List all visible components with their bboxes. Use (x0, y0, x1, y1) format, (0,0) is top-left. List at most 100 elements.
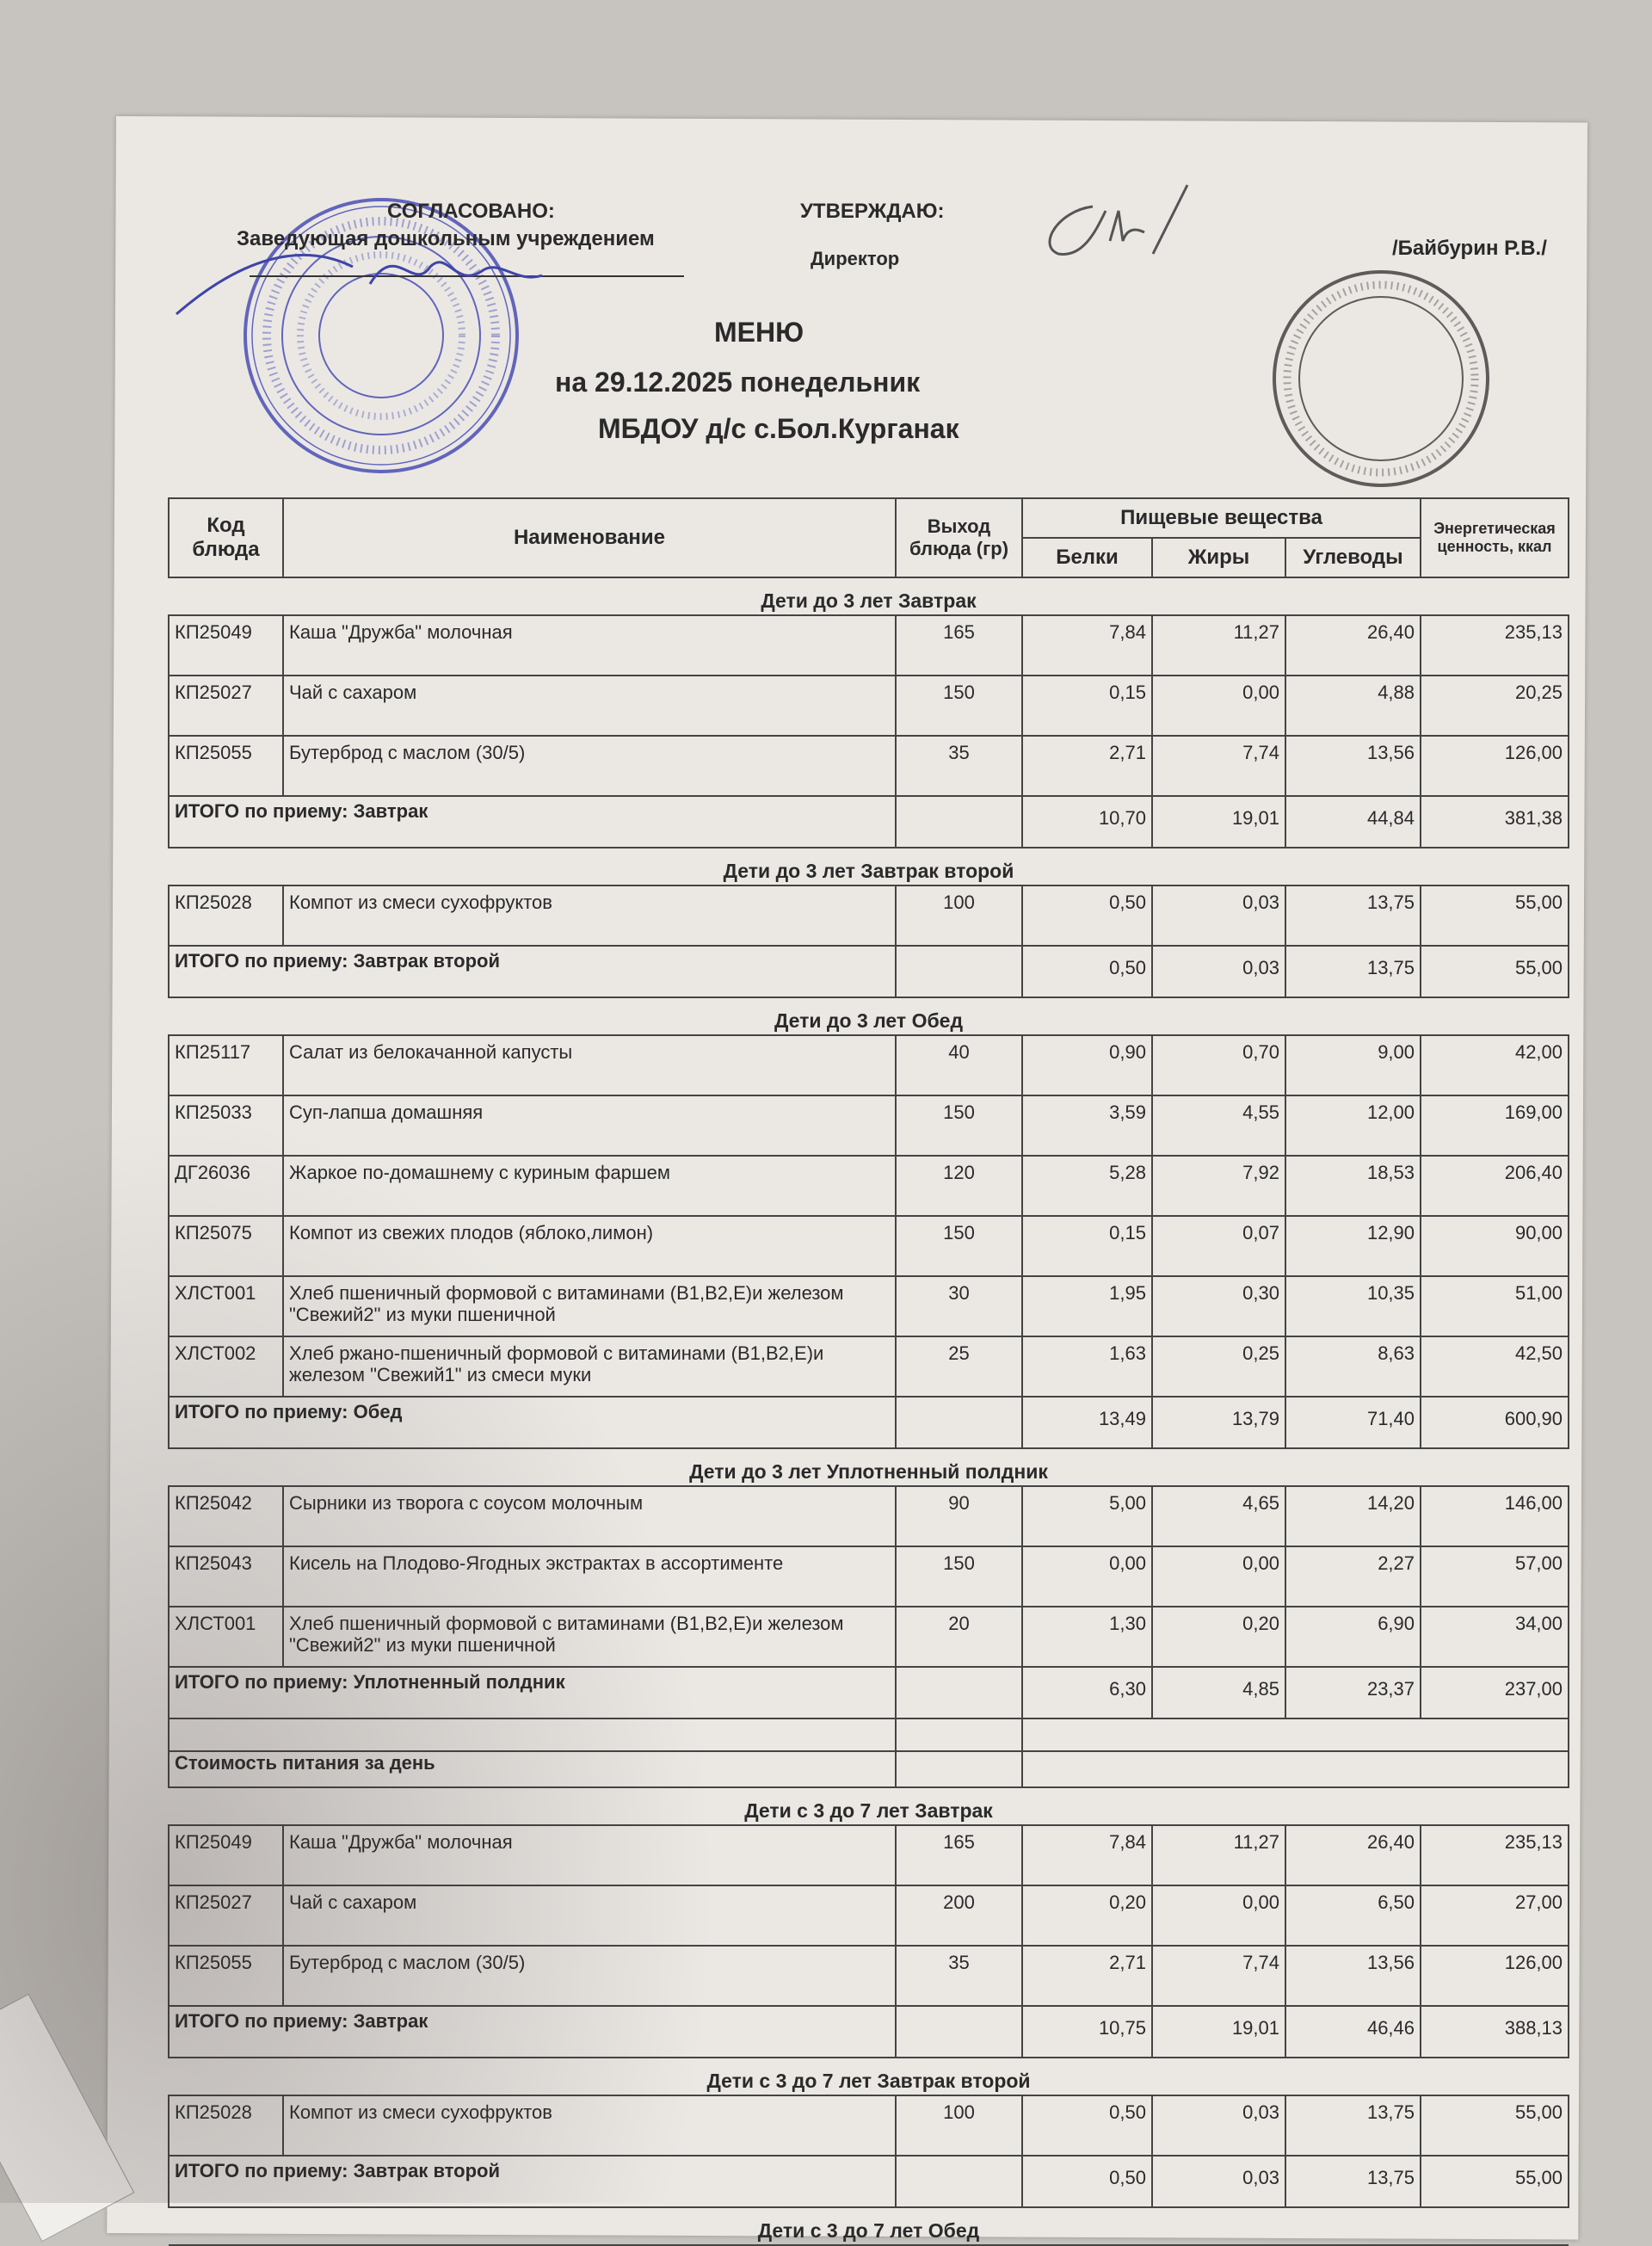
dish-code: КП25075 (168, 1215, 284, 1277)
dish-carbs: 2,27 (1284, 1546, 1422, 1607)
dish-energy: 126,00 (1420, 735, 1570, 797)
daily-cost-row: Стоимость питания за день (168, 1750, 1570, 1788)
dish-protein: 5,28 (1021, 1155, 1153, 1217)
dish-code: ХЛСТ002 (168, 1336, 284, 1398)
daily-cost-label: Стоимость питания за день (168, 1750, 897, 1788)
table-row: КП25055 Бутерброд с маслом (30/5) 35 2,71 7,… (168, 735, 1570, 797)
handwritten-signature-left (176, 253, 543, 316)
institution-name: МБДОУ д/с с.Бол.Курганак (598, 413, 959, 444)
dish-output: 150 (895, 1095, 1023, 1157)
dish-protein: 2,71 (1021, 1945, 1153, 2007)
total-fat: 19,01 (1151, 2005, 1286, 2058)
table-row: КП25117 Салат из белокачанной капусты 40 0,… (168, 1034, 1570, 1096)
dish-carbs: 6,90 (1284, 1606, 1422, 1668)
header-name: Наименование (282, 497, 897, 578)
dish-energy: 90,00 (1420, 1215, 1570, 1277)
section-title-row: Дети с 3 до 7 лет Завтрак (169, 1786, 1569, 1826)
dish-fat: 7,74 (1151, 735, 1286, 797)
total-row: ИТОГО по приему: Завтрак второй 0,50 0,03 1… (168, 945, 1570, 998)
menu-table: Код блюда Наименование Выход блюда (гр) … (168, 497, 1570, 2246)
dish-fat: 11,27 (1151, 1824, 1286, 1886)
dish-name: Чай с сахаром (282, 675, 897, 737)
table-row: ХЛСТ001 Хлеб пшеничный формовой с витамин… (168, 1275, 1570, 1337)
dish-carbs: 13,75 (1284, 885, 1422, 947)
dish-code: КП25043 (168, 1546, 284, 1607)
dish-energy: 206,40 (1420, 1155, 1570, 1217)
table-row: КП25055 Бутерброд с маслом (30/5) 35 2,71 7,… (168, 1945, 1570, 2007)
table-row: КП25028 Компот из смеси сухофруктов 100 0,5… (168, 2095, 1570, 2157)
table-row: ХЛСТ001 Хлеб пшеничный формовой с витамин… (168, 1606, 1570, 1668)
total-label: ИТОГО по приему: Завтрак второй (168, 945, 897, 998)
dish-energy: 169,00 (1420, 1095, 1570, 1157)
section-title-row: Дети до 3 лет Завтрак (169, 577, 1569, 616)
total-energy: 388,13 (1420, 2005, 1570, 2058)
table-row: ДГ26036 Жаркое по-домашнему с куриным фар… (168, 1155, 1570, 1217)
dish-fat: 0,03 (1151, 885, 1286, 947)
total-protein: 10,75 (1021, 2005, 1153, 2058)
table-row: КП25027 Чай с сахаром 200 0,20 0,00 6,50 27,00 (168, 1885, 1570, 1947)
header-energy: Энергетическая ценность, ккал (1420, 497, 1570, 578)
dish-code: ХЛСТ001 (168, 1275, 284, 1337)
dish-protein: 5,00 (1021, 1485, 1153, 1547)
dish-fat: 7,92 (1151, 1155, 1286, 1217)
dish-protein: 3,59 (1021, 1095, 1153, 1157)
dish-name: Суп-лапша домашняя (282, 1095, 897, 1157)
dish-carbs: 13,56 (1284, 1945, 1422, 2007)
section-title: Дети с 3 до 7 лет Обед (169, 2206, 1569, 2246)
dish-carbs: 26,40 (1284, 614, 1422, 676)
dish-protein: 1,95 (1021, 1275, 1153, 1337)
dish-energy: 55,00 (1420, 2095, 1570, 2157)
approved-left-role: Заведующая дошкольным учреждением (237, 227, 655, 250)
dish-output: 200 (895, 1885, 1023, 1947)
dish-energy: 55,00 (1420, 885, 1570, 947)
dish-energy: 42,00 (1420, 1034, 1570, 1096)
dish-code: КП25117 (168, 1034, 284, 1096)
dish-output: 25 (895, 1336, 1023, 1398)
menu-table-body: Дети до 3 лет Завтрак КП25049 Каша "Дружба… (168, 577, 1570, 2246)
approved-right-name: /Байбурин Р.В./ (1392, 237, 1547, 260)
table-row: КП25042 Сырники из творога с соусом молоч… (168, 1485, 1570, 1547)
dish-energy: 235,13 (1420, 1824, 1570, 1886)
dish-protein: 1,30 (1021, 1606, 1153, 1668)
dish-code: КП25055 (168, 1945, 284, 2007)
dish-name: Салат из белокачанной капусты (282, 1034, 897, 1096)
section-title-row: Дети до 3 лет Завтрак второй (169, 847, 1569, 886)
section-title-row: Дети до 3 лет Уплотненный полдник (169, 1447, 1569, 1487)
total-row: ИТОГО по приему: Обед 13,49 13,79 71,40 600,… (168, 1396, 1570, 1449)
dish-name: Бутерброд с маслом (30/5) (282, 735, 897, 797)
total-row: ИТОГО по приему: Завтрак 10,70 19,01 44,84 3… (168, 795, 1570, 848)
dish-energy: 126,00 (1420, 1945, 1570, 2007)
dish-output: 150 (895, 1215, 1023, 1277)
dish-code: ХЛСТ001 (168, 1606, 284, 1668)
dish-name: Кисель на Плодово-Ягодных экстрактах в а… (282, 1546, 897, 1607)
dish-output: 35 (895, 735, 1023, 797)
total-row: ИТОГО по приему: Завтрак второй 0,50 0,03 1… (168, 2155, 1570, 2208)
total-fat: 13,79 (1151, 1396, 1286, 1449)
section-title: Дети до 3 лет Уплотненный полдник (169, 1447, 1569, 1487)
dish-name: Каша "Дружба" молочная (282, 1824, 897, 1886)
dish-output: 90 (895, 1485, 1023, 1547)
dish-fat: 0,30 (1151, 1275, 1286, 1337)
dish-protein: 0,90 (1021, 1034, 1153, 1096)
total-carbs: 71,40 (1284, 1396, 1422, 1449)
dish-fat: 11,27 (1151, 614, 1286, 676)
dish-fat: 0,00 (1151, 1885, 1286, 1947)
approved-right-title: УТВЕРЖДАЮ: (800, 200, 945, 223)
dish-name: Компот из смеси сухофруктов (282, 885, 897, 947)
daily-cost-empty (895, 1750, 1023, 1788)
dish-output: 100 (895, 2095, 1023, 2157)
dish-carbs: 8,63 (1284, 1336, 1422, 1398)
dish-fat: 0,25 (1151, 1336, 1286, 1398)
table-row: КП25049 Каша "Дружба" молочная 165 7,84 11,2… (168, 614, 1570, 676)
header-protein: Белки (1021, 537, 1153, 578)
total-protein: 13,49 (1021, 1396, 1153, 1449)
menu-date: на 29.12.2025 понедельник (555, 367, 921, 398)
header-code: Код блюда (168, 497, 284, 578)
section-title: Дети до 3 лет Завтрак второй (169, 847, 1569, 886)
dish-fat: 4,55 (1151, 1095, 1286, 1157)
total-carbs: 44,84 (1284, 795, 1422, 848)
approved-left-title: СОГЛАСОВАНО: (387, 200, 555, 223)
total-label: ИТОГО по приему: Завтрак (168, 795, 897, 848)
dish-output: 150 (895, 1546, 1023, 1607)
total-output-empty (895, 945, 1023, 998)
